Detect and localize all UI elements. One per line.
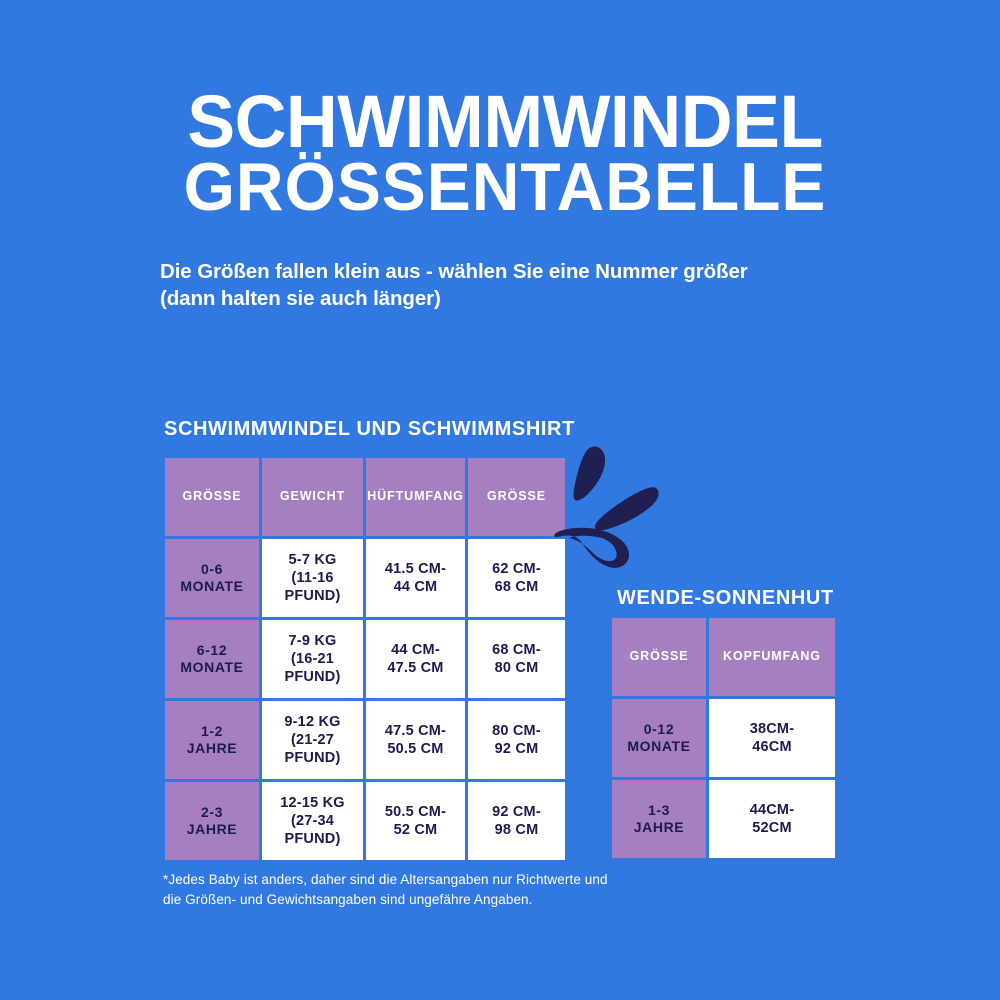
table-row: 50.5 CM- 52 CM (366, 782, 465, 860)
cell-text: 44 CM (393, 579, 438, 595)
cell-text: 44CM- (749, 801, 795, 818)
cell-text: 41.5 CM- (384, 560, 447, 577)
table-header-cell: HÜFTUMFANG (366, 458, 465, 536)
section-heading-hat: WENDE-SONNENHUT (617, 587, 834, 609)
cell-text: 98 CM (494, 822, 539, 838)
table-row: 6-12 MONATE (165, 620, 259, 698)
table-row: 7-9 KG (16-21 PFUND) (262, 620, 363, 698)
cell-text: (21-27 PFUND) (284, 731, 341, 767)
footnote: *Jedes Baby ist anders, daher sind die A… (163, 870, 703, 910)
table-row: 9-12 KG (21-27 PFUND) (262, 701, 363, 779)
section-heading-swim: SCHWIMMWINDEL UND SCHWIMMSHIRT (164, 418, 575, 440)
table-row: 0-6 MONATE (165, 539, 259, 617)
cell-text: 50.5 CM- (384, 803, 447, 820)
table-row: 68 CM- 80 CM (468, 620, 565, 698)
cell-text: 2-3 (200, 803, 224, 820)
table-row: 62 CM- 68 CM (468, 539, 565, 617)
cell-text: 44 CM- (391, 641, 440, 658)
title-line-2: GRÖSSENTABELLE (183, 149, 827, 226)
table-row: 5-7 KG (11-16 PFUND) (262, 539, 363, 617)
cell-text: 80 CM (494, 660, 539, 676)
cell-text: 47.5 CM- (384, 722, 447, 739)
table-row: 44CM- 52CM (709, 780, 835, 858)
cell-text: JAHRE (186, 821, 238, 837)
sun-hat-size-table: GRÖSSE KOPFUMFANG 0-12 MONATE 38CM- 46CM… (612, 618, 835, 858)
cell-text: 62 CM- (492, 560, 541, 577)
cell-text: 92 CM- (492, 803, 541, 820)
table-row: 2-3 JAHRE (165, 782, 259, 860)
subtitle-line-2: (dann halten sie auch länger) (160, 287, 441, 311)
cell-text: 68 CM- (492, 641, 541, 658)
cell-text: 38CM- (749, 720, 795, 737)
table-row: 92 CM- 98 CM (468, 782, 565, 860)
cell-text: 5-7 KG (288, 551, 337, 568)
cell-text: 52 CM (393, 822, 438, 838)
table-row: 1-3 JAHRE (612, 780, 706, 858)
footnote-line-1: *Jedes Baby ist anders, daher sind die A… (163, 872, 608, 887)
page-title: SCHWIMMWINDEL GRÖSSENTABELLE (160, 80, 850, 226)
cell-text: 1-2 (200, 722, 224, 739)
table-row: 38CM- 46CM (709, 699, 835, 777)
subtitle-line-1: Die Größen fallen klein aus - wählen Sie… (160, 260, 748, 283)
table-header-cell: KOPFUMFANG (709, 618, 835, 696)
cell-text: 6-12 (196, 641, 228, 658)
cell-text: 9-12 KG (284, 713, 341, 730)
table-row: 1-2 JAHRE (165, 701, 259, 779)
cell-text: 0-12 (643, 720, 675, 737)
table-header-cell: GRÖSSE (612, 618, 706, 696)
cell-text: 50.5 CM (387, 741, 444, 757)
table-row: 44 CM- 47.5 CM (366, 620, 465, 698)
table-row: 12-15 KG (27-34 PFUND) (262, 782, 363, 860)
water-splash-icon (554, 446, 659, 568)
table-header-cell: GRÖSSE (165, 458, 259, 536)
cell-text: JAHRE (186, 740, 238, 756)
table-row: 0-12 MONATE (612, 699, 706, 777)
table-row: 41.5 CM- 44 CM (366, 539, 465, 617)
cell-text: JAHRE (633, 819, 685, 835)
footnote-line-2: die Größen- und Gewichtsangaben sind ung… (163, 891, 533, 907)
cell-text: MONATE (180, 659, 244, 675)
subtitle: Die Größen fallen klein aus - wählen Sie… (160, 258, 880, 312)
cell-text: 80 CM- (492, 722, 541, 739)
table-row: 47.5 CM- 50.5 CM (366, 701, 465, 779)
cell-text: 68 CM (494, 579, 539, 595)
cell-text: 47.5 CM (387, 660, 444, 676)
title-line-1: SCHWIMMWINDEL (187, 80, 823, 163)
swim-diaper-size-table: GRÖSSE GEWICHT HÜFTUMFANG GRÖSSE 0-6 MON… (165, 458, 565, 860)
cell-text: MONATE (627, 738, 691, 754)
cell-text: (11-16 PFUND) (284, 569, 341, 605)
cell-text: 52CM (752, 820, 792, 836)
table-header-cell: GEWICHT (262, 458, 363, 536)
cell-text: 46CM (752, 739, 792, 755)
cell-text: (27-34 PFUND) (284, 812, 341, 848)
cell-text: MONATE (180, 578, 244, 594)
cell-text: 0-6 (200, 560, 224, 577)
cell-text: 92 CM (494, 741, 539, 757)
cell-text: 1-3 (647, 801, 671, 818)
table-row: 80 CM- 92 CM (468, 701, 565, 779)
table-header-cell: GRÖSSE (468, 458, 565, 536)
cell-text: (16-21 PFUND) (284, 650, 341, 686)
cell-text: 12-15 KG (280, 794, 345, 811)
cell-text: 7-9 KG (288, 632, 337, 649)
